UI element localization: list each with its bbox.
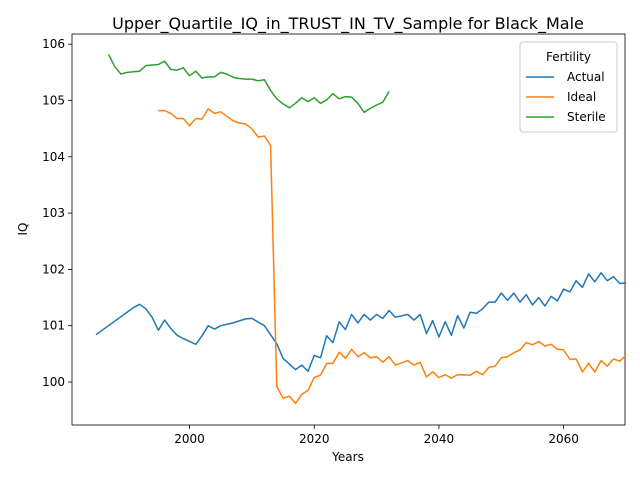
legend-entries: Actual Ideal Sterile (526, 70, 606, 124)
y-tick-label: 103 (42, 206, 65, 220)
y-tick-label: 105 (42, 94, 65, 108)
y-axis-label: IQ (16, 223, 30, 236)
y-tick-label: 104 (42, 150, 65, 164)
legend-label-ideal: Ideal (567, 90, 596, 104)
legend: Fertility Actual Ideal Sterile (519, 41, 618, 133)
x-axis-label: Years (331, 450, 364, 464)
legend-title: Fertility (546, 50, 591, 64)
x-axis: 2000 2020 2040 2060 (174, 425, 579, 446)
series-layer (95, 53, 627, 405)
x-tick-label: 2040 (424, 432, 455, 446)
chart-title: Upper_Quartile_IQ_in_TRUST_IN_TV_Sample … (112, 14, 584, 34)
y-tick-label: 101 (42, 319, 65, 333)
y-tick-label: 106 (42, 37, 65, 51)
series-line-sterile (107, 53, 390, 114)
x-tick-label: 2000 (174, 432, 205, 446)
plot-area (71, 33, 626, 426)
legend-frame (519, 41, 618, 133)
x-tick-label: 2020 (299, 432, 330, 446)
legend-label-sterile: Sterile (567, 110, 606, 124)
y-axis: 100 101 102 103 104 105 106 (42, 37, 72, 389)
legend-label-actual: Actual (567, 70, 605, 84)
x-tick-label: 2060 (548, 432, 579, 446)
series-line-actual (95, 272, 627, 373)
y-tick-label: 100 (42, 375, 65, 389)
y-tick-label: 102 (42, 262, 65, 276)
series-line-ideal (158, 108, 627, 405)
